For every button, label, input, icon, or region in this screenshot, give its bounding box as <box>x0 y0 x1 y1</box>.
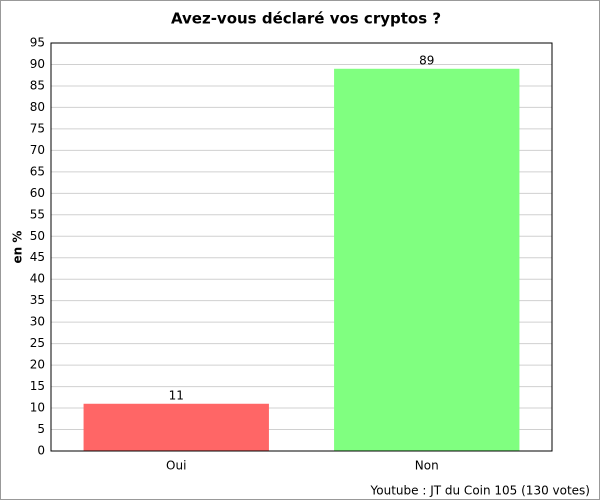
bar <box>334 68 520 451</box>
y-axis-label: en % <box>11 231 25 264</box>
y-tick-label: 80 <box>30 100 45 114</box>
y-tick-label: 55 <box>30 207 45 221</box>
y-tick-label: 0 <box>37 444 45 458</box>
bar <box>83 403 269 451</box>
plot-border <box>50 42 553 452</box>
y-tick-label: 60 <box>30 186 45 200</box>
y-tick-label: 15 <box>30 379 45 393</box>
chart-title: Avez-vous déclaré vos cryptos ? <box>171 10 441 28</box>
x-tick-label: Non <box>415 459 439 473</box>
source-note: Youtube : JT du Coin 105 (130 votes) <box>370 484 590 498</box>
y-tick-label: 45 <box>30 250 45 264</box>
y-tick-label: 30 <box>30 315 45 329</box>
y-tick-label: 35 <box>30 293 45 307</box>
y-tick-label: 85 <box>30 78 45 92</box>
y-tick-label: 65 <box>30 164 45 178</box>
y-tick-label: 10 <box>30 401 45 415</box>
y-tick-label: 50 <box>30 229 45 243</box>
y-tick-label: 20 <box>30 358 45 372</box>
y-tick-label: 90 <box>30 57 45 71</box>
data-label: 11 <box>169 388 184 402</box>
y-tick-label: 75 <box>30 121 45 135</box>
y-tick-label: 40 <box>30 272 45 286</box>
x-tick-label: Oui <box>166 459 186 473</box>
y-tick-label: 70 <box>30 143 45 157</box>
y-tick-label: 95 <box>30 36 45 50</box>
y-tick-label: 25 <box>30 336 45 350</box>
data-label: 89 <box>419 53 434 67</box>
y-tick-label: 5 <box>37 422 45 436</box>
